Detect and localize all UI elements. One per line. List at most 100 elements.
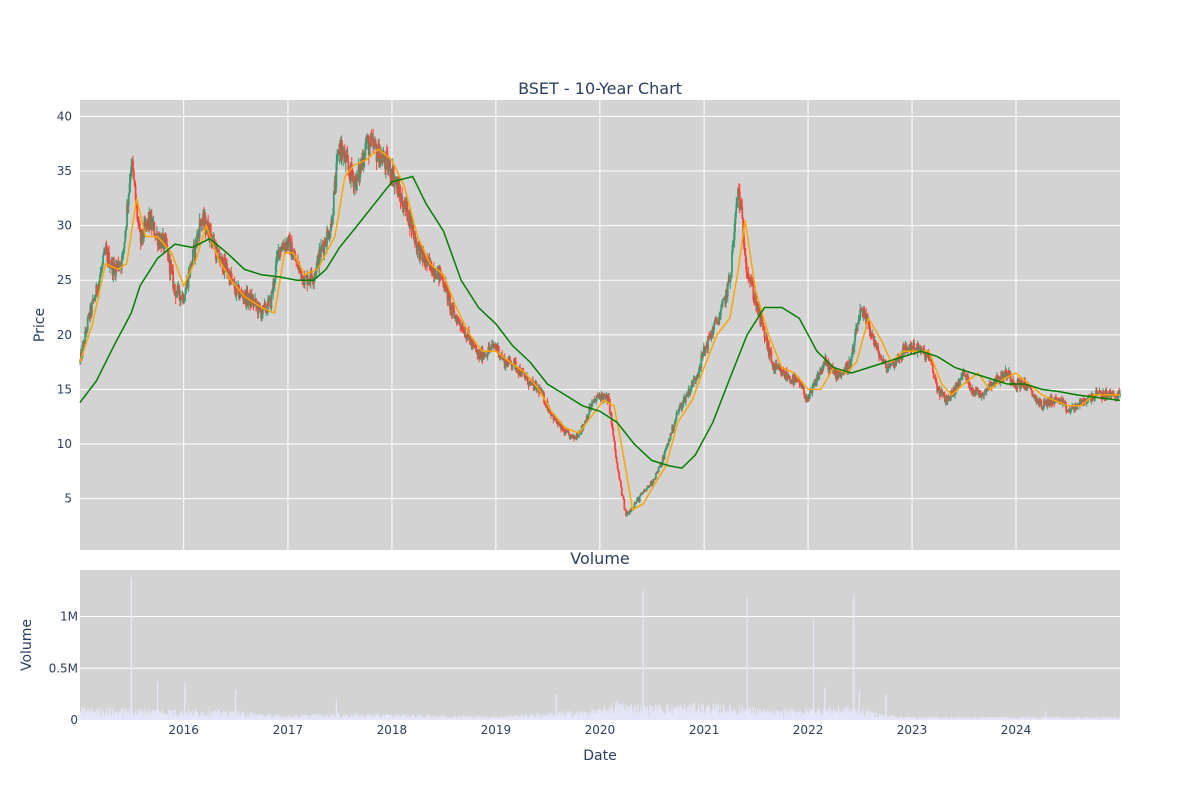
volume-bar: [461, 716, 463, 720]
volume-bar: [340, 717, 342, 720]
volume-bar: [450, 718, 452, 720]
volume-bar: [696, 710, 698, 720]
candle-body: [913, 342, 915, 352]
volume-bar: [112, 709, 113, 720]
volume-bar: [700, 714, 702, 720]
volume-bar: [758, 712, 760, 720]
candlestick: [886, 363, 889, 373]
candle-body: [367, 137, 369, 139]
candle-body: [351, 174, 354, 177]
volume-bar: [282, 718, 284, 720]
volume-bar: [395, 718, 397, 720]
volume-bar: [452, 716, 454, 720]
volume-bar: [582, 714, 583, 720]
volume-bar: [322, 714, 324, 720]
volume-bar: [297, 717, 299, 720]
candle-body: [434, 273, 437, 278]
candlestick: [176, 283, 179, 298]
volume-bar: [444, 715, 446, 720]
volume-bar: [608, 709, 610, 720]
volume-bar: [124, 712, 126, 720]
volume-bar: [647, 705, 648, 720]
volume-bar: [611, 708, 613, 720]
volume-bar: [554, 715, 556, 720]
candle-body: [950, 391, 953, 395]
volume-bar: [245, 716, 247, 720]
volume-bar: [489, 718, 491, 720]
volume-bar: [754, 713, 756, 720]
volume-bar: [462, 717, 464, 720]
volume-bar: [787, 711, 789, 720]
candlestick: [387, 157, 390, 176]
volume-bar: [815, 712, 817, 720]
volume-bar: [393, 715, 395, 720]
candlestick: [118, 260, 121, 272]
volume-bar: [702, 705, 704, 720]
volume-bar: [276, 714, 278, 720]
candle-body: [1039, 398, 1042, 401]
volume-bar: [171, 715, 173, 720]
volume-bar: [258, 714, 260, 720]
candle-body: [381, 158, 384, 164]
candle-body: [640, 493, 643, 495]
volume-bar: [137, 715, 139, 720]
candlestick: [141, 228, 144, 246]
candlestick: [270, 290, 273, 313]
volume-bar: [134, 713, 136, 720]
volume-bar: [380, 716, 382, 720]
volume-bar: [688, 714, 689, 720]
candle-body: [636, 498, 639, 502]
candle-body: [639, 493, 642, 497]
volume-bar: [276, 715, 278, 720]
volume-bar: [540, 717, 542, 720]
candle-body: [260, 309, 263, 319]
volume-bar: [372, 715, 374, 720]
volume-bar: [736, 713, 738, 720]
candle-body: [595, 398, 598, 401]
volume-bar: [517, 715, 519, 720]
candle-body: [439, 269, 442, 279]
candlestick: [702, 352, 704, 361]
volume-bar: [493, 715, 495, 720]
candle-body: [905, 345, 908, 351]
volume-bar: [789, 709, 791, 720]
volume-bar: [557, 716, 558, 720]
volume-bar: [466, 717, 468, 720]
volume-bar: [169, 709, 170, 720]
volume-bar: [703, 711, 705, 720]
candle-body: [651, 483, 654, 485]
candle-body: [1009, 373, 1012, 383]
volume-bar: [369, 714, 370, 720]
candlestick: [416, 244, 419, 258]
volume-bar: [318, 717, 320, 720]
volume-bar: [681, 708, 683, 720]
volume-bar: [678, 709, 680, 720]
volume-bar: [573, 712, 575, 720]
candle-body: [554, 415, 557, 421]
candle-body: [105, 247, 108, 250]
candlestick: [983, 393, 986, 400]
volume-bar: [345, 717, 346, 720]
volume-bar: [670, 711, 672, 720]
volume-bar: [193, 715, 195, 720]
candle-body: [430, 260, 433, 273]
candle-body: [690, 387, 692, 389]
volume-bar: [381, 717, 383, 720]
volume-bar: [707, 707, 709, 720]
volume-bar: [559, 713, 561, 720]
volume-bar: [525, 714, 527, 720]
candle-body: [133, 179, 136, 186]
candle-body: [692, 379, 695, 387]
candle-body: [969, 386, 972, 388]
volume-bar: [547, 716, 549, 720]
volume-bar: [788, 714, 790, 720]
candlestick: [880, 354, 883, 362]
candle-body: [808, 391, 811, 399]
candle-body: [270, 292, 273, 309]
volume-bar: [179, 713, 181, 720]
volume-bar: [410, 716, 412, 720]
volume-bar: [579, 711, 581, 720]
volume-bar: [787, 715, 789, 720]
volume-bar: [82, 707, 84, 720]
candle-body: [1088, 394, 1091, 396]
